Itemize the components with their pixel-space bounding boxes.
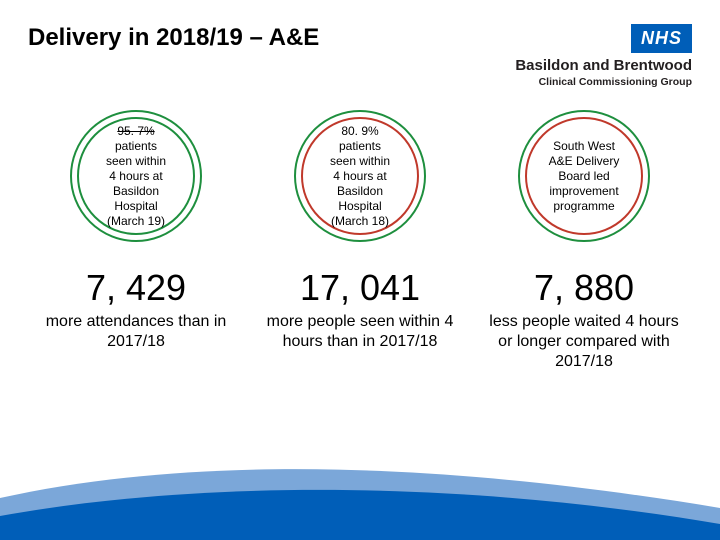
circle-percent: 80. 9% bbox=[330, 124, 390, 139]
circle-body-line: seen within bbox=[106, 154, 166, 169]
circle-text: 80. 9%patientsseen within4 hours atBasil… bbox=[324, 124, 396, 229]
stat-description: less people waited 4 hours or longer com… bbox=[484, 312, 684, 372]
circle-body-line: 4 hours at bbox=[106, 169, 166, 184]
nhs-logo: NHS bbox=[631, 24, 692, 53]
circles-row: 95. 7%patientsseen within4 hours atBasil… bbox=[0, 106, 720, 246]
circle-body-line: Basildon bbox=[330, 184, 390, 199]
circle-body-line: programme bbox=[549, 199, 620, 214]
stats-row: 7, 429 more attendances than in 2017/18 17… bbox=[0, 270, 720, 372]
stat-number: 7, 880 bbox=[484, 270, 684, 306]
stat-description: more attendances than in 2017/18 bbox=[36, 312, 236, 352]
circle-body-line: Hospital bbox=[106, 199, 166, 214]
ccg-subtitle: Clinical Commissioning Group bbox=[539, 76, 692, 88]
footer-swoosh bbox=[0, 450, 720, 540]
header: Delivery in 2018/19 – A&E NHS Basildon a… bbox=[0, 0, 720, 88]
slide: Delivery in 2018/19 – A&E NHS Basildon a… bbox=[0, 0, 720, 540]
ccg-name: Basildon and Brentwood bbox=[515, 57, 692, 74]
stat-block: 7, 429 more attendances than in 2017/18 bbox=[36, 270, 236, 352]
circle-body-line: patients bbox=[106, 139, 166, 154]
stat-circle: South WestA&E DeliveryBoard ledimproveme… bbox=[514, 106, 654, 246]
circle-body-line: improvement bbox=[549, 184, 620, 199]
circle-body-line: Basildon bbox=[106, 184, 166, 199]
circle-body-line: A&E Delivery bbox=[549, 154, 620, 169]
circle-percent: 95. 7% bbox=[106, 124, 166, 139]
circle-body-line: (March 18) bbox=[330, 214, 390, 229]
circle-body-line: Hospital bbox=[330, 199, 390, 214]
circle-body-line: patients bbox=[330, 139, 390, 154]
circle-body-line: seen within bbox=[330, 154, 390, 169]
circle-body-line: 4 hours at bbox=[330, 169, 390, 184]
circle-text: South WestA&E DeliveryBoard ledimproveme… bbox=[543, 139, 626, 214]
circle-body-line: South West bbox=[549, 139, 620, 154]
stat-circle: 80. 9%patientsseen within4 hours atBasil… bbox=[290, 106, 430, 246]
stat-block: 7, 880 less people waited 4 hours or long… bbox=[484, 270, 684, 372]
nhs-logo-block: NHS Basildon and Brentwood Clinical Comm… bbox=[515, 24, 692, 88]
stat-description: more people seen within 4 hours than in … bbox=[260, 312, 460, 352]
circle-text: 95. 7%patientsseen within4 hours atBasil… bbox=[100, 124, 172, 229]
stat-number: 7, 429 bbox=[36, 270, 236, 306]
slide-title: Delivery in 2018/19 – A&E bbox=[28, 24, 319, 52]
stat-circle: 95. 7%patientsseen within4 hours atBasil… bbox=[66, 106, 206, 246]
stat-block: 17, 041 more people seen within 4 hours t… bbox=[260, 270, 460, 352]
circle-body-line: (March 19) bbox=[106, 214, 166, 229]
circle-body-line: Board led bbox=[549, 169, 620, 184]
stat-number: 17, 041 bbox=[260, 270, 460, 306]
